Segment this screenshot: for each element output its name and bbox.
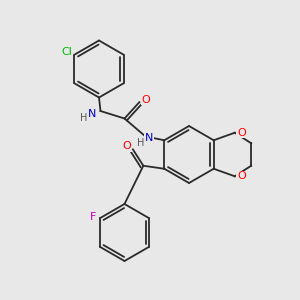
Text: O: O (237, 171, 246, 181)
Text: H: H (137, 138, 145, 148)
Text: Cl: Cl (61, 47, 72, 57)
Text: O: O (237, 128, 246, 138)
Text: F: F (90, 212, 96, 222)
Text: O: O (141, 94, 150, 105)
Text: H: H (80, 112, 88, 123)
Text: O: O (122, 141, 131, 151)
Text: N: N (88, 109, 96, 119)
Text: N: N (145, 133, 153, 143)
